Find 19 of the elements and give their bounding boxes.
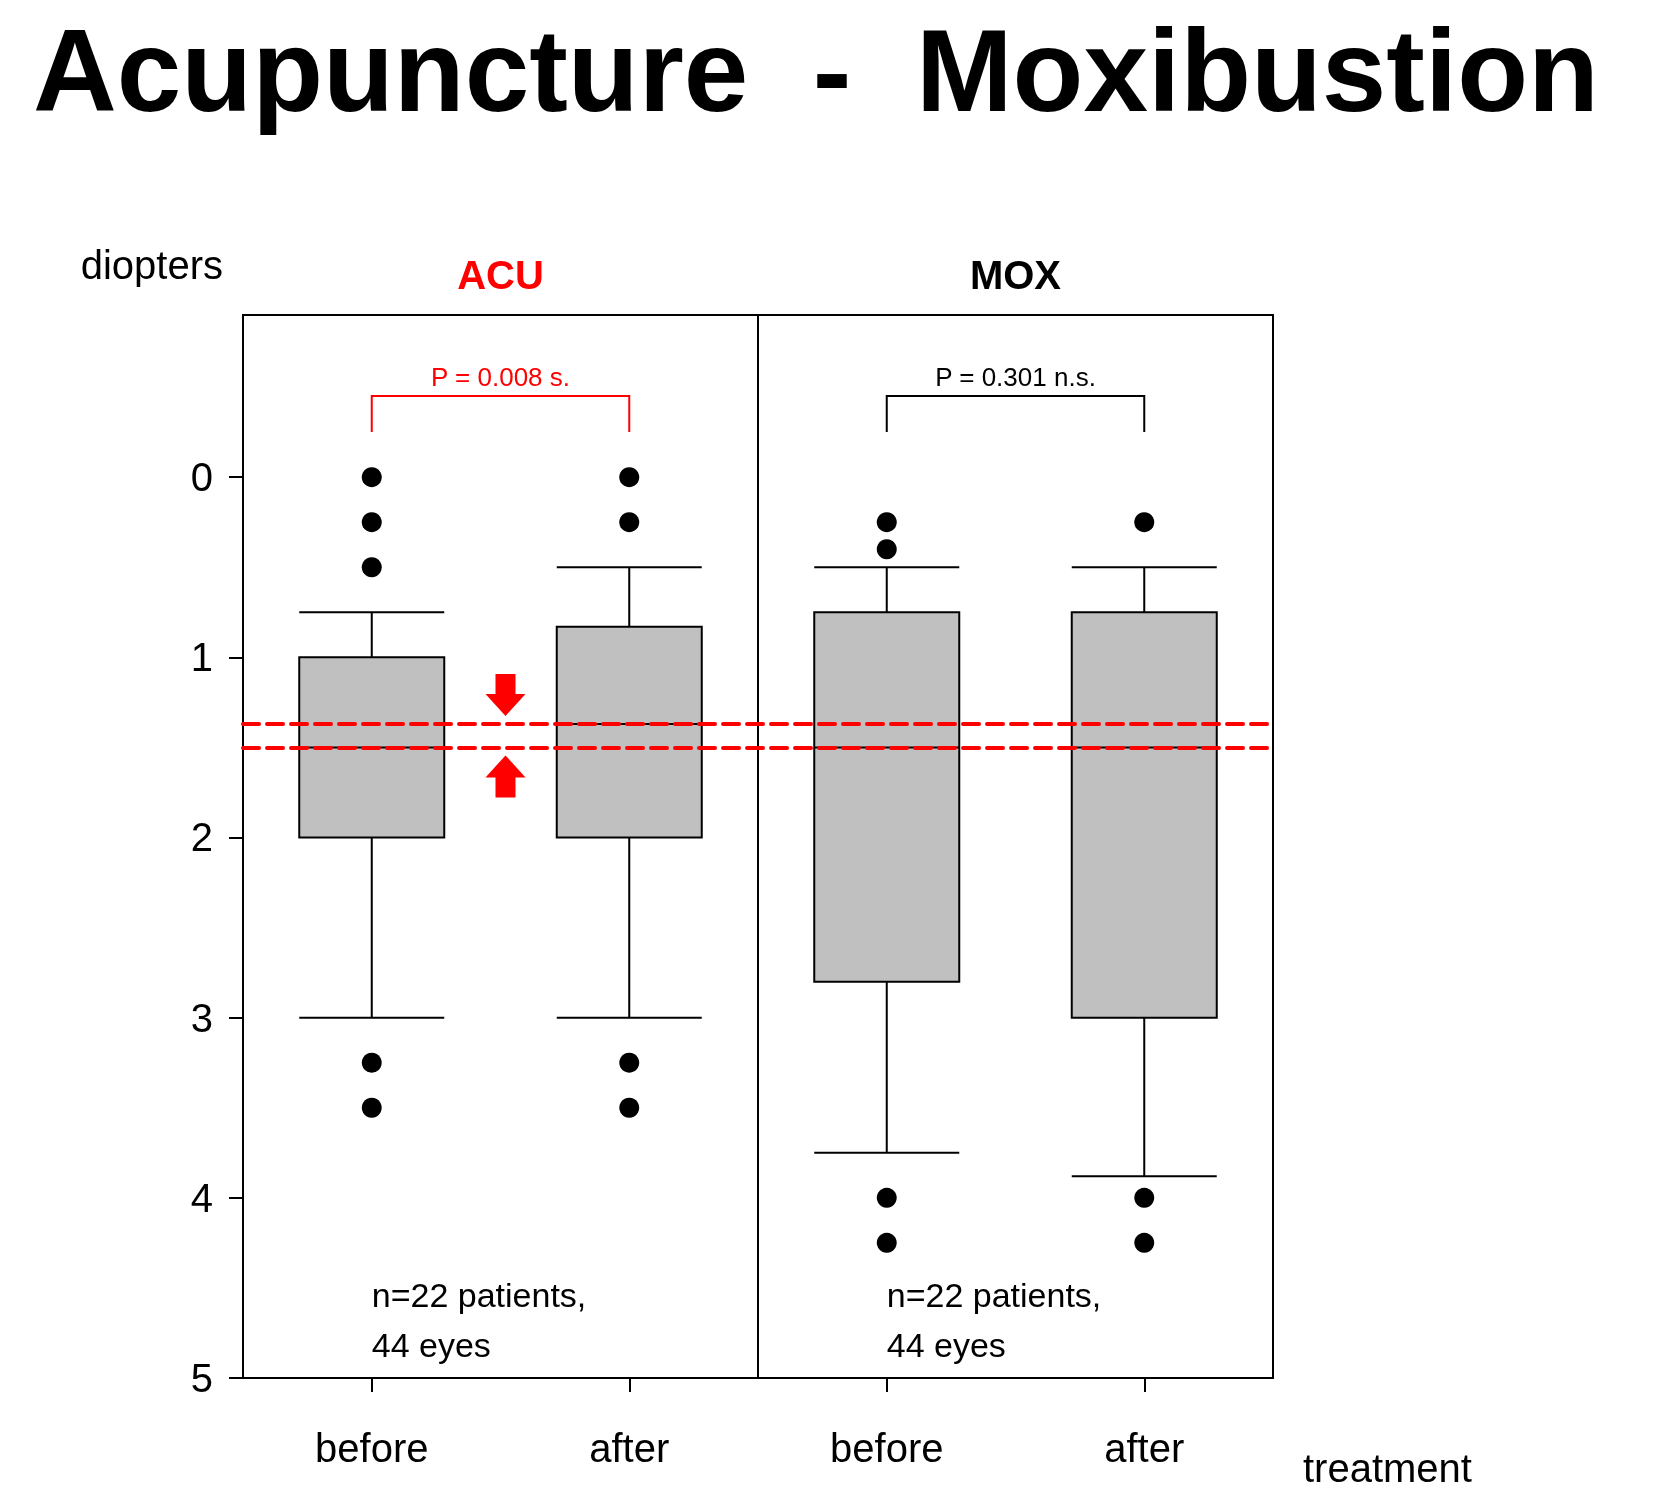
y-tick-label: 5 xyxy=(190,1356,213,1400)
x-tick-label: after xyxy=(1104,1426,1185,1470)
y-tick-label: 4 xyxy=(190,1175,213,1220)
x-tick-label: before xyxy=(830,1426,944,1470)
y-tick-label: 3 xyxy=(190,995,213,1040)
annotation: P = 0.301 n.s. xyxy=(935,362,1096,393)
x-tick-label: after xyxy=(589,1426,670,1470)
chart-title: Acupuncture - Moxibustion xyxy=(33,6,1599,136)
x-tick-label: before xyxy=(315,1426,429,1470)
y-tick-label: 2 xyxy=(190,815,213,860)
text: ACU xyxy=(457,253,544,298)
text: MOX xyxy=(969,253,1062,298)
annotation: P = 0.008 s. xyxy=(430,362,571,393)
x-axis-title: treatment xyxy=(1303,1446,1472,1490)
annotation: n=22 patients, 44 eyes xyxy=(886,1275,1102,1364)
y-tick-label: 0 xyxy=(190,455,213,500)
y-tick-label: 1 xyxy=(190,635,213,680)
y-axis-title: diopters xyxy=(80,243,223,287)
annotation: n=22 patients, 44 eyes xyxy=(371,1275,587,1364)
